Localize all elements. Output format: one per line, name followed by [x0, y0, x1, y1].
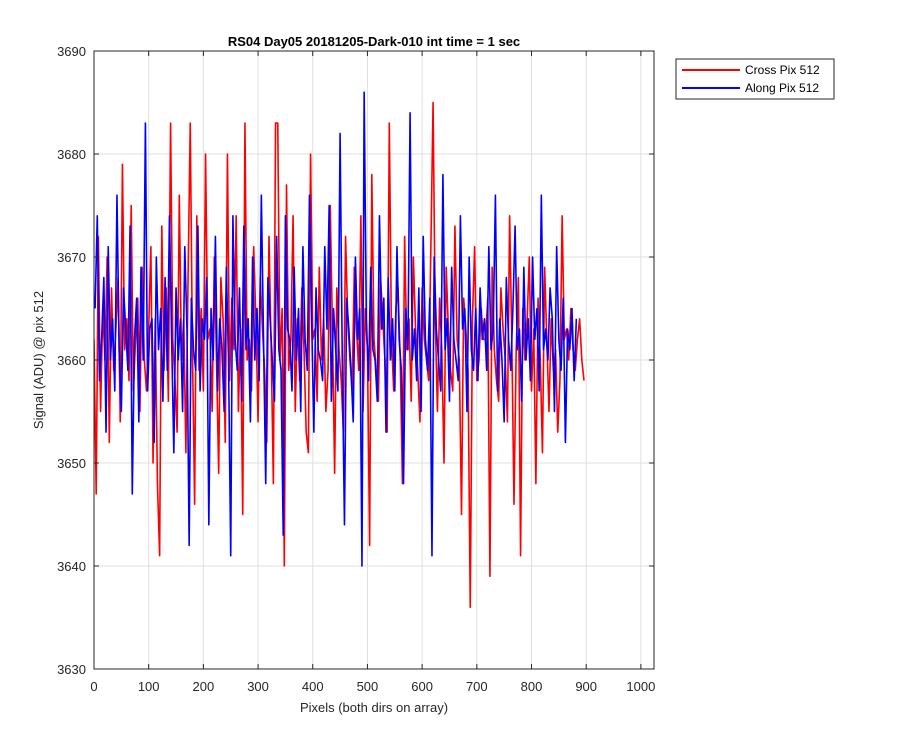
x-tick-label: 500 — [357, 679, 379, 694]
x-tick-label: 400 — [302, 679, 324, 694]
y-tick-label: 3690 — [57, 44, 86, 59]
x-tick-label: 800 — [521, 679, 543, 694]
x-tick-label: 600 — [411, 679, 433, 694]
x-tick-label: 700 — [466, 679, 488, 694]
x-tick-label: 1000 — [626, 679, 655, 694]
x-tick-label: 0 — [90, 679, 97, 694]
x-tick-label: 300 — [247, 679, 269, 694]
legend-label-cross: Cross Pix 512 — [745, 63, 820, 77]
x-axis-label: Pixels (both dirs on array) — [300, 700, 448, 715]
series-lines — [94, 91, 585, 609]
y-tick-label: 3650 — [57, 456, 86, 471]
y-tick-label: 3640 — [57, 559, 86, 574]
series-line-along-pix — [94, 91, 578, 567]
y-tick-label: 3630 — [57, 662, 86, 677]
legend-box — [675, 58, 835, 100]
chart-title: RS04 Day05 20181205-Dark-010 int time = … — [228, 34, 520, 49]
y-axis-label: Signal (ADU) @ pix 512 — [31, 291, 46, 429]
y-tick-label: 3660 — [57, 353, 86, 368]
legend[interactable]: Cross Pix 512 Along Pix 512 — [675, 58, 835, 100]
x-tick-label: 900 — [575, 679, 597, 694]
y-tick-label: 3670 — [57, 250, 86, 265]
x-tick-label: 100 — [138, 679, 160, 694]
legend-label-along: Along Pix 512 — [745, 81, 819, 95]
x-tick-label: 200 — [193, 679, 215, 694]
y-tick-label: 3680 — [57, 147, 86, 162]
axis-ticks: 0 100 200 300 400 500 600 700 800 900 1000 3630 3640… — [57, 44, 655, 694]
